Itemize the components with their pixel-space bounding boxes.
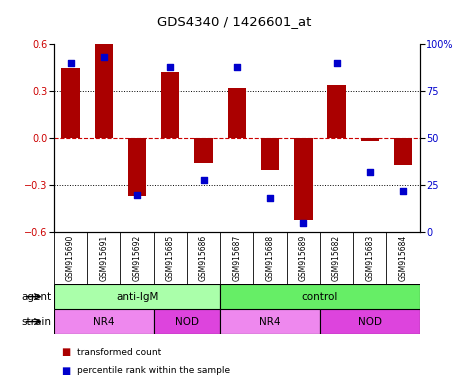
Bar xyxy=(195,138,213,163)
Bar xyxy=(154,309,220,334)
Bar xyxy=(261,138,279,170)
Point xyxy=(266,195,274,202)
Text: GSM915689: GSM915689 xyxy=(299,235,308,281)
Bar xyxy=(361,138,379,141)
Text: GSM915690: GSM915690 xyxy=(66,235,75,281)
Point xyxy=(166,64,174,70)
Bar xyxy=(327,85,346,138)
Bar xyxy=(227,88,246,138)
Text: transformed count: transformed count xyxy=(77,348,162,357)
Text: control: control xyxy=(302,291,338,302)
Text: percentile rank within the sample: percentile rank within the sample xyxy=(77,366,230,375)
Bar xyxy=(394,138,412,165)
Bar xyxy=(294,138,312,220)
Text: GSM915687: GSM915687 xyxy=(232,235,242,281)
Text: agent: agent xyxy=(22,291,52,302)
Bar xyxy=(128,138,146,196)
Point xyxy=(200,177,207,183)
Bar xyxy=(54,284,220,309)
Text: GDS4340 / 1426601_at: GDS4340 / 1426601_at xyxy=(157,15,312,28)
Point xyxy=(233,64,241,70)
Bar xyxy=(54,309,154,334)
Point xyxy=(133,192,141,198)
Point xyxy=(400,188,407,194)
Text: anti-IgM: anti-IgM xyxy=(116,291,158,302)
Point xyxy=(333,60,340,66)
Point xyxy=(300,220,307,226)
Text: GSM915683: GSM915683 xyxy=(365,235,374,281)
Bar xyxy=(220,284,420,309)
Point xyxy=(100,54,107,60)
Bar xyxy=(161,72,180,138)
Text: NOD: NOD xyxy=(175,316,199,327)
Text: NR4: NR4 xyxy=(93,316,114,327)
Text: ■: ■ xyxy=(61,347,70,357)
Text: GSM915682: GSM915682 xyxy=(332,235,341,281)
Bar xyxy=(61,68,80,138)
Point xyxy=(366,169,374,175)
Text: GSM915686: GSM915686 xyxy=(199,235,208,281)
Bar xyxy=(95,44,113,138)
Text: strain: strain xyxy=(22,316,52,327)
Text: ■: ■ xyxy=(61,366,70,376)
Point xyxy=(67,60,74,66)
Bar xyxy=(220,309,320,334)
Text: GSM915688: GSM915688 xyxy=(265,235,275,281)
Text: GSM915684: GSM915684 xyxy=(399,235,408,281)
Text: GSM915685: GSM915685 xyxy=(166,235,175,281)
Text: GSM915691: GSM915691 xyxy=(99,235,108,281)
Bar xyxy=(320,309,420,334)
Text: NOD: NOD xyxy=(358,316,382,327)
Text: NR4: NR4 xyxy=(259,316,281,327)
Text: GSM915692: GSM915692 xyxy=(133,235,142,281)
